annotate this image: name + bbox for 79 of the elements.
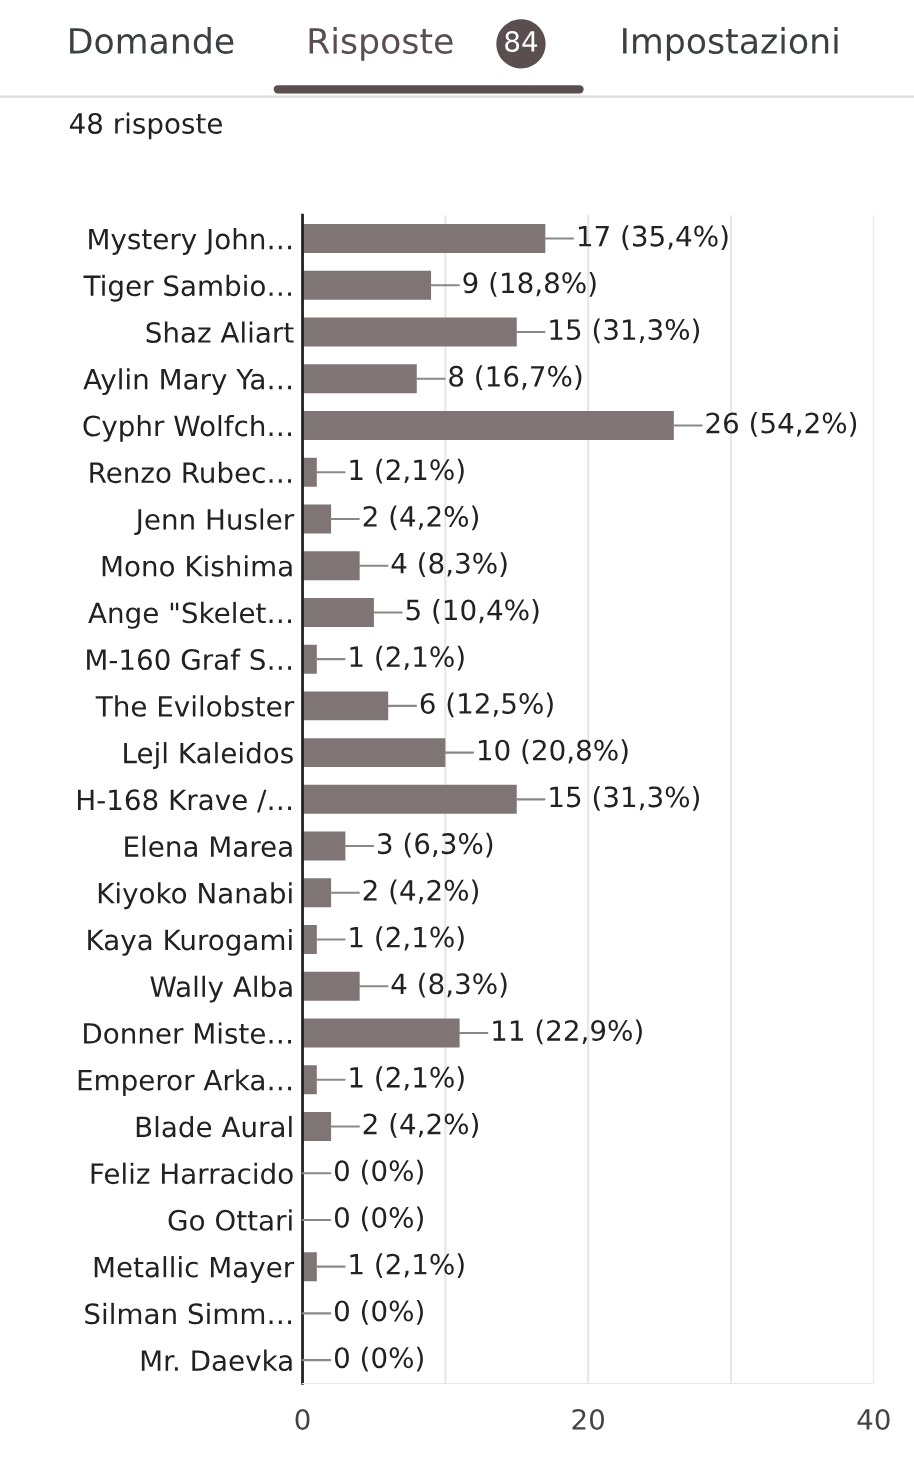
bar bbox=[302, 1252, 317, 1282]
data-label: 2 (4,2%) bbox=[363, 879, 479, 905]
data-label: 2 (4,2%) bbox=[363, 1113, 479, 1138]
bar bbox=[302, 878, 332, 908]
x-tick-label: 20 bbox=[572, 1408, 604, 1430]
data-label: 0 (0%) bbox=[334, 1159, 423, 1185]
data-label: 5 (10,4%) bbox=[406, 599, 539, 624]
data-label: 10 (20,8%) bbox=[478, 739, 628, 764]
y-tick-label: Tiger Sambio… bbox=[83, 274, 291, 302]
data-label: 3 (6,3%) bbox=[378, 832, 493, 858]
y-tick-label: Cyphr Wolfch… bbox=[83, 414, 291, 442]
y-tick-label: Renzo Rubec… bbox=[90, 461, 291, 484]
x-tick-label: 0 bbox=[295, 1408, 310, 1430]
bar bbox=[302, 1018, 460, 1048]
data-label: 26 (54,2%) bbox=[706, 412, 857, 437]
x-tick-label: 40 bbox=[857, 1408, 890, 1430]
y-tick-label: Aylin Mary Ya… bbox=[83, 368, 291, 396]
y-tick-label: Blade Aural bbox=[136, 1115, 292, 1138]
y-tick-label: Silman Simm… bbox=[85, 1302, 292, 1325]
data-label: 15 (31,3%) bbox=[550, 785, 700, 811]
chart-title: 48 risposte bbox=[69, 112, 222, 140]
y-tick-label: Wally Alba bbox=[150, 975, 292, 1003]
data-label: 2 (4,2%) bbox=[363, 505, 479, 531]
y-tick-label: Kaya Kurogami bbox=[88, 928, 292, 956]
text: 84 bbox=[505, 30, 538, 52]
data-label: 1 (2,1%) bbox=[350, 1066, 464, 1092]
y-tick-label: Jenn Husler bbox=[134, 508, 295, 536]
bar bbox=[302, 364, 417, 394]
data-label: 0 (0%) bbox=[334, 1299, 423, 1325]
bar bbox=[302, 411, 674, 440]
bar bbox=[302, 831, 346, 861]
y-tick-label: Ange "Skelet… bbox=[88, 601, 291, 629]
data-label: 6 (12,5%) bbox=[420, 692, 553, 718]
bar bbox=[302, 925, 317, 955]
data-label: 15 (31,3%) bbox=[550, 318, 700, 344]
y-tick-label: Feliz Harracido bbox=[91, 1162, 293, 1185]
y-tick-label: Lejl Kaleidos bbox=[124, 742, 293, 769]
data-label: 4 (8,3%) bbox=[391, 552, 507, 578]
data-label: 11 (22,9%) bbox=[493, 1019, 642, 1045]
data-label: 17 (35,4%) bbox=[578, 225, 728, 250]
bar bbox=[302, 971, 360, 1001]
y-tick-label: Kiyoko Nanabi bbox=[98, 882, 292, 910]
y-tick-label: Shaz Aliart bbox=[146, 321, 294, 343]
data-label: 8 (16,7%) bbox=[449, 365, 582, 391]
bar bbox=[302, 644, 317, 674]
y-tick-label: Elena Marea bbox=[125, 835, 292, 858]
y-tick-label: H-168 Krave /… bbox=[78, 789, 291, 813]
data-label: 1 (2,1%) bbox=[350, 645, 464, 671]
bar bbox=[302, 691, 389, 721]
data-label: 9 (18,8%) bbox=[463, 271, 596, 297]
bar bbox=[302, 457, 317, 487]
bar bbox=[302, 597, 374, 627]
y-tick-label: Mr. Daevka bbox=[141, 1349, 292, 1372]
text: Risposte bbox=[309, 27, 453, 61]
y-tick-label: Mystery John… bbox=[89, 228, 291, 255]
data-label: 0 (0%) bbox=[334, 1346, 423, 1372]
text: Impostazioni bbox=[623, 27, 838, 61]
bar bbox=[302, 224, 546, 254]
y-tick-label: The Evilobster bbox=[95, 695, 295, 717]
data-label: 1 (2,1%) bbox=[350, 458, 464, 484]
y-tick-label: Go Ottari bbox=[168, 1209, 292, 1231]
bar bbox=[302, 1111, 332, 1141]
text: Domande bbox=[70, 27, 234, 54]
y-tick-label: Mono Kishima bbox=[102, 555, 292, 577]
bar bbox=[302, 317, 517, 347]
data-label: 1 (2,1%) bbox=[350, 1253, 464, 1278]
data-label: 0 (0%) bbox=[334, 1206, 423, 1232]
bar bbox=[302, 504, 332, 534]
bar bbox=[302, 270, 432, 300]
y-tick-label: Donner Miste… bbox=[84, 1022, 291, 1044]
bar bbox=[302, 784, 517, 814]
data-label: 1 (2,1%) bbox=[350, 926, 464, 951]
y-tick-label: M-160 Graf S… bbox=[87, 648, 292, 671]
bar bbox=[302, 738, 446, 768]
y-tick-label: Metallic Mayer bbox=[94, 1256, 295, 1283]
data-label: 4 (8,3%) bbox=[391, 972, 507, 998]
bar bbox=[302, 1065, 317, 1095]
y-tick-label: Emperor Arka… bbox=[78, 1069, 291, 1097]
bar bbox=[302, 551, 360, 581]
